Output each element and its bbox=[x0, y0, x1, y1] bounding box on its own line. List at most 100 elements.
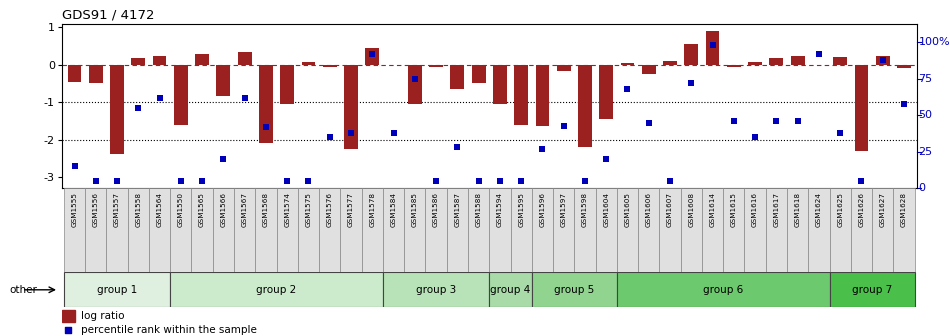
Text: group 4: group 4 bbox=[490, 285, 531, 295]
Text: GSM1577: GSM1577 bbox=[348, 192, 354, 226]
Point bbox=[684, 81, 699, 86]
Point bbox=[216, 156, 231, 162]
Point bbox=[578, 178, 593, 183]
Bar bbox=[855, 65, 868, 151]
Point bbox=[109, 178, 124, 183]
Text: GSM1614: GSM1614 bbox=[710, 192, 715, 226]
Point bbox=[173, 178, 188, 183]
Bar bbox=[749, 62, 762, 65]
Point bbox=[88, 178, 104, 183]
Bar bbox=[638, 188, 659, 272]
Bar bbox=[429, 65, 443, 67]
Bar bbox=[64, 272, 170, 307]
Text: GSM1626: GSM1626 bbox=[859, 192, 865, 226]
Bar bbox=[67, 65, 82, 82]
Bar bbox=[489, 188, 510, 272]
Bar bbox=[323, 65, 336, 67]
Text: percentile rank within the sample: percentile rank within the sample bbox=[81, 325, 256, 335]
Text: group 1: group 1 bbox=[97, 285, 137, 295]
Bar bbox=[319, 188, 340, 272]
Bar bbox=[280, 65, 294, 104]
Bar bbox=[790, 56, 805, 65]
Bar bbox=[450, 65, 465, 89]
Text: GSM1588: GSM1588 bbox=[476, 192, 482, 226]
Text: GSM1587: GSM1587 bbox=[454, 192, 461, 226]
Text: GSM1568: GSM1568 bbox=[263, 192, 269, 226]
Point bbox=[195, 178, 210, 183]
Bar bbox=[195, 54, 209, 65]
Bar bbox=[702, 188, 723, 272]
Text: GSM1550: GSM1550 bbox=[178, 192, 184, 226]
Text: GSM1618: GSM1618 bbox=[794, 192, 801, 226]
Bar bbox=[680, 188, 702, 272]
Text: GSM1598: GSM1598 bbox=[582, 192, 588, 226]
Point bbox=[556, 123, 571, 128]
Text: GSM1585: GSM1585 bbox=[411, 192, 418, 226]
Bar bbox=[344, 65, 358, 149]
Point bbox=[832, 130, 847, 135]
Text: other: other bbox=[10, 285, 37, 295]
Point bbox=[386, 130, 401, 135]
Bar bbox=[659, 188, 680, 272]
Point bbox=[598, 156, 614, 162]
Bar bbox=[366, 48, 379, 65]
Bar bbox=[217, 65, 230, 96]
Point bbox=[492, 178, 507, 183]
Point bbox=[131, 106, 146, 111]
Point bbox=[748, 134, 763, 140]
Point bbox=[535, 146, 550, 152]
Point bbox=[322, 134, 337, 140]
Bar bbox=[259, 65, 273, 143]
Text: GSM1617: GSM1617 bbox=[773, 192, 779, 226]
Point bbox=[66, 164, 82, 169]
Bar bbox=[426, 188, 446, 272]
Bar bbox=[174, 65, 188, 125]
Text: GSM1605: GSM1605 bbox=[624, 192, 631, 226]
Bar bbox=[617, 188, 638, 272]
Bar bbox=[599, 65, 613, 119]
Text: GSM1628: GSM1628 bbox=[901, 192, 907, 226]
Text: GSM1558: GSM1558 bbox=[135, 192, 142, 226]
Bar bbox=[532, 188, 553, 272]
Text: GDS91 / 4172: GDS91 / 4172 bbox=[62, 8, 154, 22]
Point bbox=[238, 95, 253, 100]
Text: group 6: group 6 bbox=[703, 285, 743, 295]
Text: GSM1596: GSM1596 bbox=[540, 192, 545, 226]
Text: group 5: group 5 bbox=[554, 285, 595, 295]
Bar bbox=[493, 65, 506, 104]
Bar bbox=[170, 188, 192, 272]
Bar bbox=[663, 61, 677, 65]
Text: 50: 50 bbox=[919, 110, 933, 120]
Text: GSM1625: GSM1625 bbox=[837, 192, 844, 226]
Bar bbox=[557, 65, 571, 72]
Bar bbox=[510, 188, 532, 272]
Point bbox=[514, 178, 529, 183]
Point bbox=[726, 119, 741, 124]
Text: GSM1584: GSM1584 bbox=[390, 192, 396, 226]
Bar bbox=[387, 65, 401, 66]
Bar bbox=[256, 188, 276, 272]
Text: GSM1578: GSM1578 bbox=[370, 192, 375, 226]
Bar bbox=[829, 272, 915, 307]
Text: 0: 0 bbox=[919, 183, 925, 193]
Bar bbox=[684, 44, 698, 65]
Point bbox=[279, 178, 294, 183]
Bar bbox=[86, 188, 106, 272]
Point bbox=[620, 86, 636, 92]
Point bbox=[790, 119, 806, 124]
Point bbox=[897, 101, 912, 106]
Text: GSM1555: GSM1555 bbox=[71, 192, 78, 226]
Bar bbox=[745, 188, 766, 272]
Text: GSM1567: GSM1567 bbox=[241, 192, 248, 226]
Point bbox=[536, 262, 551, 267]
Bar bbox=[276, 188, 298, 272]
Text: group 2: group 2 bbox=[256, 285, 296, 295]
Text: group 3: group 3 bbox=[416, 285, 456, 295]
Bar bbox=[617, 272, 829, 307]
Text: GSM1565: GSM1565 bbox=[200, 192, 205, 226]
Text: 75: 75 bbox=[919, 74, 933, 84]
Bar bbox=[706, 31, 719, 65]
Point bbox=[769, 119, 784, 124]
Bar bbox=[383, 188, 404, 272]
Text: log ratio: log ratio bbox=[81, 311, 124, 321]
